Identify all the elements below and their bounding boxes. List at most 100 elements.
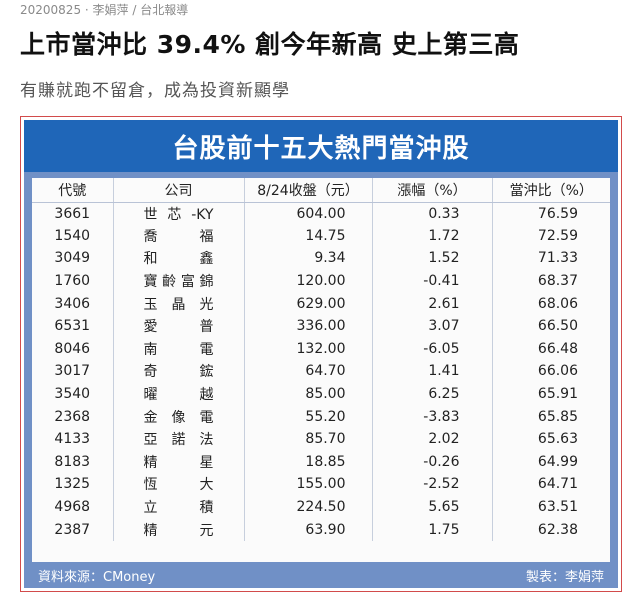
cell-ratio: 66.48 bbox=[537, 340, 578, 357]
cell-ratio: 68.06 bbox=[537, 295, 578, 312]
table-row: 8183 精星 18.85 -0.26 64.99 bbox=[32, 450, 610, 474]
infographic-banner: 台股前十五大熱門當沖股 bbox=[24, 120, 618, 172]
cell-ratio: 76.59 bbox=[537, 205, 578, 222]
cell-company: 和鑫 bbox=[113, 247, 245, 270]
meta-separator: / bbox=[128, 3, 141, 17]
cell-ratio: 71.33 bbox=[537, 250, 578, 267]
table-row: 6531 愛普 336.00 3.07 66.50 bbox=[32, 314, 610, 338]
infographic-panel: 台股前十五大熱門當沖股 代號 公司 8/24收盤（元） 漲幅（%） 當沖比（%）… bbox=[24, 120, 618, 588]
company-name: 寶齡富錦 bbox=[143, 274, 214, 291]
table-row: 4133 亞諾法 85.70 2.02 65.63 bbox=[32, 427, 610, 451]
table-row: 1540 喬福 14.75 1.72 72.59 bbox=[32, 224, 610, 248]
company-name: 立積 bbox=[143, 500, 214, 517]
cell-close: 155.00 bbox=[244, 473, 373, 496]
table-row: 2387 精元 63.90 1.75 62.38 bbox=[32, 518, 610, 541]
cell-close: 85.00 bbox=[244, 382, 373, 406]
cell-company: 奇鋐 bbox=[113, 360, 245, 383]
cell-code: 2368 bbox=[32, 405, 114, 428]
publish-date: 20200825 bbox=[20, 3, 82, 17]
cell-change: -0.26 bbox=[372, 450, 493, 474]
cell-change: 1.75 bbox=[372, 518, 493, 541]
cell-code: 4968 bbox=[32, 495, 114, 519]
cell-close: 18.85 bbox=[244, 450, 373, 474]
cell-company: 喬福 bbox=[113, 224, 245, 248]
table-row: 1760 寶齡富錦 120.00 -0.41 68.37 bbox=[32, 269, 610, 293]
cell-company: 愛普 bbox=[113, 314, 245, 338]
company-name: 南電 bbox=[143, 341, 214, 358]
cell-company: 立積 bbox=[113, 495, 245, 519]
cell-ratio: 62.38 bbox=[537, 521, 578, 538]
company-name: 愛普 bbox=[143, 319, 214, 336]
cell-company: 南電 bbox=[113, 337, 245, 361]
header-close: 8/24收盤（元） bbox=[244, 178, 373, 203]
cell-code: 3049 bbox=[32, 247, 114, 270]
cell-company: 精星 bbox=[113, 450, 245, 474]
cell-code: 1540 bbox=[32, 224, 114, 248]
cell-code: 1325 bbox=[32, 473, 114, 496]
cell-change: -0.41 bbox=[372, 269, 493, 293]
cell-close: 224.50 bbox=[244, 495, 373, 519]
table-row: 2368 金像電 55.20 -3.83 65.85 bbox=[32, 405, 610, 428]
cell-ratio: 68.37 bbox=[537, 273, 578, 290]
cell-close: 55.20 bbox=[244, 405, 373, 428]
company-name: 亞諾法 bbox=[143, 432, 214, 449]
cell-close: 629.00 bbox=[244, 292, 373, 315]
cell-ratio: 64.99 bbox=[537, 453, 578, 470]
cell-change: 1.52 bbox=[372, 247, 493, 270]
company-name: 玉晶光 bbox=[143, 296, 214, 313]
article-meta: 20200825 · 李娟萍 / 台北報導 bbox=[20, 1, 188, 18]
cell-company: 世芯-KY bbox=[113, 202, 245, 225]
cell-change: 0.33 bbox=[372, 202, 493, 225]
cell-ratio: 66.06 bbox=[537, 363, 578, 380]
cell-close: 120.00 bbox=[244, 269, 373, 293]
cell-code: 3406 bbox=[32, 292, 114, 315]
cell-code: 3661 bbox=[32, 202, 114, 225]
cell-code: 8046 bbox=[32, 337, 114, 361]
cell-code: 2387 bbox=[32, 518, 114, 541]
cell-ratio: 64.71 bbox=[537, 476, 578, 493]
cell-ratio: 65.63 bbox=[537, 431, 578, 448]
outlet-name[interactable]: 台北報導 bbox=[140, 3, 189, 17]
author-name[interactable]: 李娟萍 bbox=[92, 3, 129, 17]
cell-change: 3.07 bbox=[372, 314, 493, 338]
table-row: 3540 曜越 85.00 6.25 65.91 bbox=[32, 382, 610, 406]
cell-change: -6.05 bbox=[372, 337, 493, 361]
company-name: 精元 bbox=[143, 522, 214, 539]
cell-change: 6.25 bbox=[372, 382, 493, 406]
company-name: 曜越 bbox=[143, 387, 214, 404]
maker-note: 製表：李娟萍 bbox=[525, 570, 604, 585]
cell-ratio: 63.51 bbox=[537, 499, 578, 516]
cell-ratio: 65.85 bbox=[537, 408, 578, 425]
cell-close: 604.00 bbox=[244, 202, 373, 225]
cell-ratio: 65.91 bbox=[537, 386, 578, 403]
cell-company: 寶齡富錦 bbox=[113, 269, 245, 293]
cell-change: -3.83 bbox=[372, 405, 493, 428]
company-name: 和鑫 bbox=[143, 251, 214, 268]
figure-frame[interactable]: 台股前十五大熱門當沖股 代號 公司 8/24收盤（元） 漲幅（%） 當沖比（%）… bbox=[20, 116, 622, 592]
company-name: 精星 bbox=[143, 454, 214, 471]
cell-company: 玉晶光 bbox=[113, 292, 245, 315]
table-row: 3661 世芯-KY 604.00 0.33 76.59 bbox=[32, 202, 610, 225]
table-row: 4968 立積 224.50 5.65 63.51 bbox=[32, 495, 610, 519]
company-name: 世芯-KY bbox=[143, 206, 214, 223]
cell-close: 14.75 bbox=[244, 224, 373, 248]
table-row: 3049 和鑫 9.34 1.52 71.33 bbox=[32, 247, 610, 270]
cell-code: 8183 bbox=[32, 450, 114, 474]
cell-close: 336.00 bbox=[244, 314, 373, 338]
company-name: 恆大 bbox=[143, 477, 214, 494]
cell-company: 恆大 bbox=[113, 473, 245, 496]
cell-ratio: 72.59 bbox=[537, 227, 578, 244]
cell-code: 6531 bbox=[32, 314, 114, 338]
cell-code: 1760 bbox=[32, 269, 114, 293]
header-change: 漲幅（%） bbox=[372, 178, 493, 203]
infographic-title: 台股前十五大熱門當沖股 bbox=[172, 133, 470, 164]
source-note: 資料來源：CMoney bbox=[38, 570, 156, 585]
cell-change: 2.02 bbox=[372, 427, 493, 451]
header-ratio: 當沖比（%） bbox=[492, 178, 610, 203]
cell-change: -2.52 bbox=[372, 473, 493, 496]
figure-footer: 資料來源：CMoney 製表：李娟萍 bbox=[24, 564, 618, 588]
cell-close: 64.70 bbox=[244, 360, 373, 383]
cell-company: 亞諾法 bbox=[113, 427, 245, 451]
cell-ratio: 66.50 bbox=[537, 318, 578, 335]
table-row: 3017 奇鋐 64.70 1.41 66.06 bbox=[32, 360, 610, 383]
